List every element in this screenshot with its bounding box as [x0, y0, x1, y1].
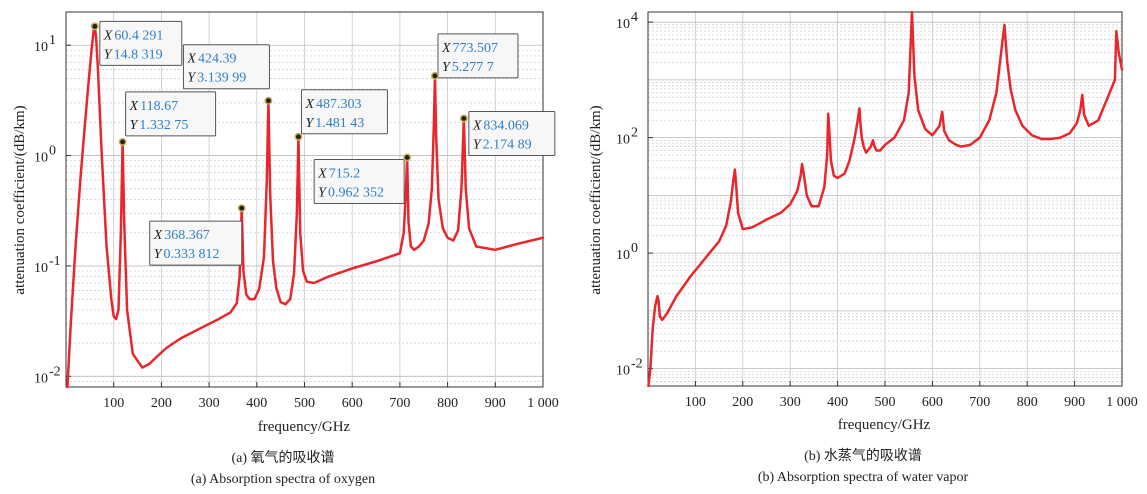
oxygen-datatip-x: X 834.069	[472, 118, 529, 133]
oxygen-x-tick-label: 800	[437, 396, 458, 411]
water-vapor-y-tick-exponent: 4	[631, 10, 638, 25]
water-vapor-y-tick-label: 10	[616, 133, 630, 148]
oxygen-caption-en: (a) Absorption spectra of oxygen	[191, 472, 375, 487]
oxygen-datatip-x: X 715.2	[317, 166, 360, 181]
oxygen-x-axis-label: frequency/GHz	[258, 419, 351, 435]
oxygen-series-line	[66, 25, 545, 389]
oxygen-datatip-y: Y 1.332 75	[130, 118, 189, 133]
oxygen-datatip-box	[149, 220, 243, 266]
oxygen-datatip-box	[125, 91, 217, 137]
oxygen-datatip-point	[237, 204, 246, 213]
water-vapor-x-tick-label: 200	[732, 395, 753, 410]
oxygen-x-tick-label: 100	[103, 396, 124, 411]
oxygen-datatip: X 834.069 Y 2.174 89	[459, 110, 556, 156]
water-vapor-x-tick-label: 800	[1017, 395, 1038, 410]
water-vapor-x-axis-label: frequency/GHz	[838, 417, 931, 433]
oxygen-datatip-y: Y 0.333 812	[154, 247, 220, 262]
oxygen-datatip-y: Y 0.962 352	[318, 185, 384, 200]
oxygen-datatip-x: X 487.303	[304, 97, 361, 112]
oxygen-datatip-y: Y 5.277 7	[442, 60, 494, 75]
oxygen-datatip-point	[459, 114, 468, 123]
oxygen-datatip-y: Y 3.139 99	[187, 71, 246, 86]
water-vapor-x-tick-label: 600	[922, 395, 943, 410]
oxygen-datatip-y: Y 14.8 319	[104, 47, 163, 62]
water-vapor-y-axis-label: attenuation coefficient/(dB/km)	[588, 105, 604, 294]
oxygen-datatip-point	[403, 153, 412, 162]
water-vapor-series-line	[647, 10, 1124, 388]
water-vapor-caption-cn: (b) 水蒸气的吸收谱	[804, 448, 922, 464]
oxygen-datatip-box	[437, 33, 519, 79]
oxygen-datatip-point	[118, 137, 127, 146]
oxygen-x-tick-label: 200	[151, 396, 172, 411]
oxygen-datatip-box	[99, 20, 183, 66]
water-vapor-x-ticks: 100 200 300 400 500 600 700 800 900 1 000	[685, 381, 1138, 410]
water-vapor-x-tick-label: 500	[875, 395, 896, 410]
oxygen-datatip-box	[182, 44, 270, 90]
oxygen-datatip-y: Y 2.174 89	[473, 137, 532, 152]
oxygen-datatip: X 715.2 Y 0.962 352	[313, 153, 412, 204]
water-vapor-x-tick-label: 700	[969, 395, 990, 410]
oxygen-datatip-point	[90, 22, 99, 31]
oxygen-datatip-x: X 368.367	[153, 228, 210, 243]
water-vapor-x-tick-label: 1 000	[1106, 395, 1138, 410]
oxygen-datatip-x: X 60.4 291	[103, 28, 164, 43]
oxygen-y-tick-label: 10	[34, 40, 48, 55]
oxygen-x-tick-label: 600	[342, 396, 363, 411]
oxygen-datatip-point	[431, 71, 439, 80]
oxygen-x-tick-label: 500	[294, 396, 315, 411]
oxygen-y-tick-exponent: 1	[49, 33, 56, 48]
oxygen-y-tick-label: 10	[34, 261, 48, 276]
oxygen-x-ticks: 100 200 300 400 500 600 700 800 900 1 000	[103, 382, 559, 411]
oxygen-datatip-point	[294, 132, 303, 141]
oxygen-datatip-point	[264, 96, 273, 105]
oxygen-datatip-box	[300, 89, 388, 135]
water-vapor-y-tick-exponent: -2	[631, 357, 643, 372]
oxygen-datatip-y: Y 1.481 43	[305, 116, 364, 131]
oxygen-datatip: X 118.67 Y 1.332 75	[118, 91, 217, 146]
oxygen-y-tick-exponent: -1	[49, 254, 61, 269]
oxygen-datatip-x: X 424.39	[186, 52, 236, 67]
oxygen-x-tick-label: 900	[485, 396, 506, 411]
oxygen-datatip-box	[468, 110, 556, 156]
water-vapor-x-tick-label: 900	[1064, 395, 1085, 410]
oxygen-y-tick-label: 10	[34, 151, 48, 166]
oxygen-datatip-x: X 118.67	[129, 99, 179, 114]
water-vapor-y-tick-exponent: 2	[631, 126, 638, 141]
water-vapor-y-tick-label: 10	[616, 248, 630, 263]
oxygen-datatip-box	[313, 158, 405, 204]
oxygen-y-tick-label: 10	[34, 371, 48, 386]
oxygen-x-tick-label: 700	[389, 396, 410, 411]
water-vapor-x-tick-label: 300	[780, 395, 801, 410]
water-vapor-x-tick-label: 100	[685, 395, 706, 410]
oxygen-y-tick-exponent: -2	[49, 364, 61, 379]
water-vapor-y-tick-label: 10	[616, 17, 630, 32]
oxygen-datatip: X 773.507 Y 5.277 7	[431, 33, 519, 80]
oxygen-datatip: X 368.367 Y 0.333 812	[149, 204, 246, 266]
water-vapor-caption-en: (b) Absorption spectra of water vapor	[758, 470, 969, 485]
water-vapor-y-tick-exponent: 0	[631, 241, 638, 256]
oxygen-caption-cn: (a) 氧气的吸收谱	[231, 450, 334, 466]
oxygen-y-tick-exponent: 0	[49, 144, 56, 159]
oxygen-datatip: X 424.39 Y 3.139 99	[182, 44, 273, 105]
oxygen-datatip: X 487.303 Y 1.481 43	[294, 89, 388, 141]
water-vapor-x-tick-label: 400	[827, 395, 848, 410]
oxygen-x-tick-label: 400	[246, 396, 267, 411]
oxygen-x-tick-label: 300	[199, 396, 220, 411]
oxygen-chart-panel: 100 200 300 400 500 600 700 800 900 1 000 10 -210-…	[12, 11, 559, 487]
oxygen-x-tick-label: 1 000	[527, 396, 559, 411]
oxygen-y-axis-label: attenuation coefficient/(dB/km)	[12, 105, 28, 294]
water-vapor-grid	[648, 12, 1122, 386]
oxygen-datatips: X 60.4 291 Y 14.8 319 X 118.67 Y 1.332 75 X 424.3…	[90, 20, 556, 266]
oxygen-datatip: X 60.4 291 Y 14.8 319	[90, 20, 183, 66]
water-vapor-y-tick-label: 10	[616, 364, 630, 379]
oxygen-datatip-x: X 773.507	[441, 41, 498, 56]
